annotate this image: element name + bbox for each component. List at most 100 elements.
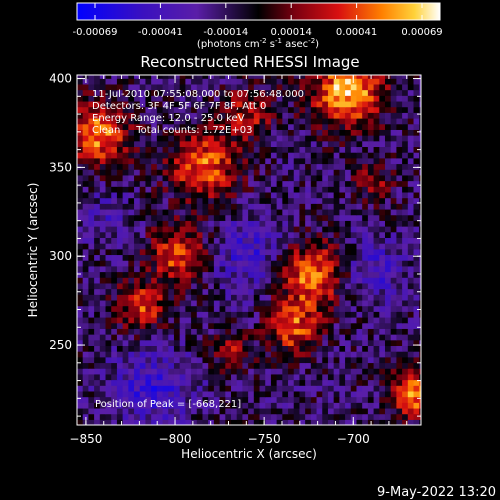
heatmap-cell — [396, 197, 403, 204]
heatmap-cell — [242, 123, 249, 130]
heatmap-cell — [419, 191, 421, 199]
heatmap-cell — [173, 294, 181, 301]
heatmap-cell — [162, 106, 169, 113]
heatmap-cell — [276, 339, 283, 347]
heatmap-cell — [105, 208, 112, 216]
heatmap-cell — [105, 373, 112, 381]
heatmap-cell — [419, 106, 421, 113]
heatmap-cell — [419, 83, 421, 91]
heatmap-cell — [219, 157, 226, 165]
heatmap-cell — [373, 203, 380, 210]
heatmap-cell — [168, 214, 175, 221]
heatmap-cell — [305, 95, 312, 102]
heatmap-cell — [282, 180, 289, 187]
heatmap-cell — [367, 203, 375, 210]
heatmap-cell — [82, 186, 90, 193]
heatmap-cell — [339, 345, 346, 352]
heatmap-cell — [299, 385, 306, 392]
heatmap-cell — [162, 83, 169, 91]
heatmap-cell — [407, 95, 415, 102]
heatmap-cell — [373, 379, 380, 386]
heatmap-cell — [208, 117, 215, 125]
heatmap-cell — [173, 95, 181, 102]
heatmap-cell — [248, 334, 255, 341]
heatmap-cell — [77, 186, 84, 193]
heatmap-cell — [88, 407, 95, 415]
heatmap-cell — [139, 334, 147, 341]
heatmap-cell — [419, 254, 421, 261]
heatmap-cell — [293, 265, 301, 273]
heatmap-cell — [259, 396, 266, 403]
heatmap-cell — [327, 299, 335, 307]
heatmap-cell — [248, 231, 255, 238]
heatmap-cell — [276, 152, 283, 159]
heatmap-cell — [236, 83, 244, 91]
heatmap-cell — [259, 390, 266, 398]
heatmap-cell — [299, 322, 306, 329]
heatmap-cell — [316, 419, 323, 425]
heatmap-cell — [265, 254, 272, 261]
heatmap-cell — [145, 106, 152, 113]
heatmap-cell — [111, 294, 118, 301]
heatmap-cell — [362, 265, 369, 273]
heatmap-cell — [99, 135, 107, 142]
heatmap-cell — [191, 112, 198, 119]
heatmap-cell — [139, 322, 147, 329]
heatmap-cell — [333, 339, 340, 347]
heatmap-cell — [145, 191, 152, 199]
heatmap-cell — [356, 362, 363, 369]
heatmap-cell — [407, 237, 415, 244]
heatmap-cell — [379, 186, 386, 193]
heatmap-cell — [225, 231, 232, 238]
heatmap-cell — [407, 174, 415, 182]
heatmap-cell — [345, 379, 352, 386]
heatmap-cell — [316, 214, 323, 221]
heatmap-cell — [94, 282, 101, 290]
heatmap-cell — [362, 402, 369, 409]
heatmap-cell — [402, 243, 409, 250]
heatmap-cell — [327, 379, 335, 386]
heatmap-cell — [139, 311, 147, 318]
heatmap-cell — [134, 129, 141, 136]
heatmap-cell — [208, 265, 215, 273]
heatmap-cell — [168, 169, 175, 176]
heatmap-cell — [128, 112, 135, 119]
heatmap-cell — [99, 316, 107, 324]
heatmap-cell — [413, 123, 420, 130]
heatmap-cell — [310, 390, 318, 398]
heatmap-cell — [213, 220, 221, 227]
heatmap-cell — [305, 146, 312, 153]
heatmap-cell — [99, 146, 107, 153]
heatmap-cell — [77, 208, 84, 216]
heatmap-cell — [270, 163, 278, 170]
heatmap-cell — [407, 334, 415, 341]
heatmap-cell — [310, 260, 318, 267]
heatmap-cell — [350, 362, 358, 369]
heatmap-cell — [179, 271, 186, 278]
heatmap-cell — [173, 379, 181, 386]
heatmap-cell — [413, 169, 420, 176]
heatmap-cell — [151, 299, 158, 307]
heatmap-cell — [94, 180, 101, 187]
heatmap-cell — [219, 379, 226, 386]
heatmap-cell — [322, 75, 329, 79]
heatmap-cell — [94, 220, 101, 227]
heatmap-cell — [276, 117, 283, 125]
heatmap-cell — [151, 203, 158, 210]
heatmap-cell — [208, 208, 215, 216]
heatmap-cell — [122, 407, 129, 415]
heatmap-cell — [225, 197, 232, 204]
heatmap-cell — [367, 83, 375, 91]
heatmap-cell — [419, 373, 421, 381]
heatmap-cell — [77, 123, 84, 130]
heatmap-cell — [82, 174, 90, 182]
heatmap-cell — [213, 157, 221, 165]
heatmap-cell — [293, 328, 301, 335]
heatmap-cell — [208, 328, 215, 335]
heatmap-cell — [322, 282, 329, 290]
heatmap-cell — [299, 135, 306, 142]
heatmap-cell — [139, 277, 147, 284]
heatmap-cell — [236, 260, 244, 267]
heatmap-cell — [122, 339, 129, 347]
heatmap-cell — [185, 356, 192, 364]
